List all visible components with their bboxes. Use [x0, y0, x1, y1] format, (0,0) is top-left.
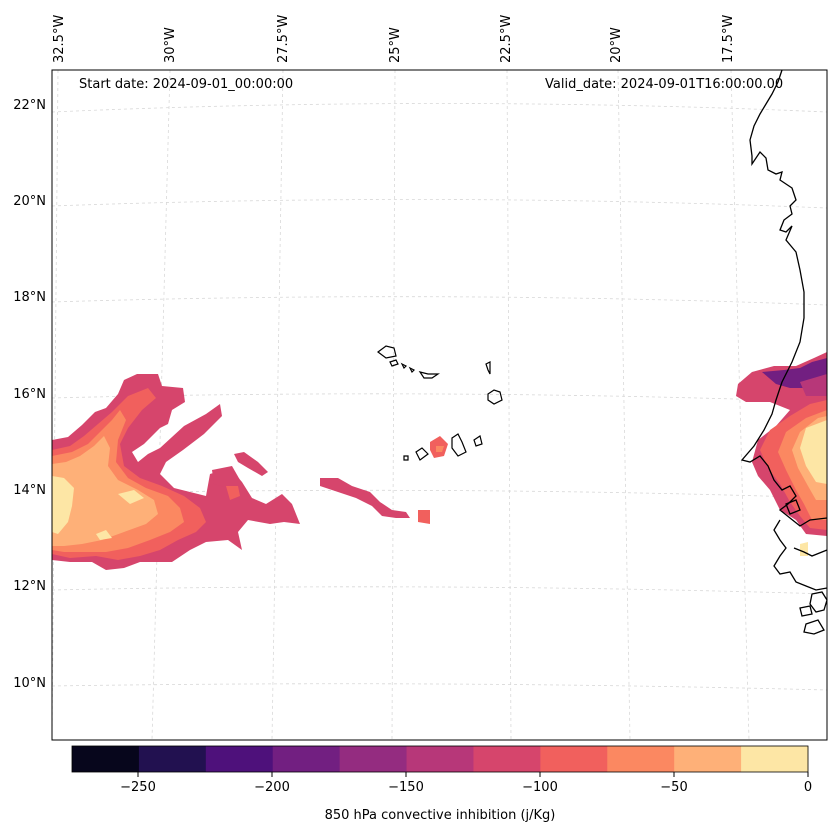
colorbar-segment [72, 746, 140, 772]
colorbar-segment [138, 746, 207, 772]
lat-label-12n: 12°N [13, 579, 46, 594]
lon-label-25w: 25°W [388, 27, 403, 63]
colorbar-segment [205, 746, 274, 772]
lon-label-20w: 20°W [609, 27, 624, 63]
lon-label-17-5w: 17.5°W [721, 14, 736, 63]
lat-label-20n: 20°N [13, 194, 46, 209]
colorbar-segment [339, 746, 408, 772]
lat-label-16n: 16°N [13, 387, 46, 402]
colorbar-tick-neg150: −150 [388, 780, 424, 795]
map-frame [51, 69, 828, 741]
colorbar-segment [674, 746, 742, 772]
colorbar-segment [607, 746, 675, 772]
cin-region-coast [736, 352, 827, 556]
lat-label-18n: 18°N [13, 290, 46, 305]
colorbar-segment [406, 746, 474, 772]
lon-label-22-5w: 22.5°W [499, 14, 514, 63]
colorbar-tick-neg50: −50 [660, 780, 688, 795]
lat-label-22n: 22°N [13, 98, 46, 113]
colorbar-segment [540, 746, 608, 772]
coastline [740, 69, 828, 635]
colorbar-segment [473, 746, 541, 772]
colorbar-tick-neg250: −250 [120, 780, 156, 795]
colorbar-tick-0: 0 [803, 780, 813, 795]
start-date-label: Start date: 2024-09-01_00:00:00 [79, 77, 294, 92]
cape-verde-islands [377, 345, 503, 461]
lon-label-30w: 30°W [163, 27, 178, 63]
colorbar-tick-neg200: −200 [254, 780, 290, 795]
colorbar-segment [741, 746, 809, 772]
valid-date-label: Valid_date: 2024-09-01T16:00:00.00 [545, 77, 784, 92]
lon-label-27-5w: 27.5°W [276, 14, 291, 63]
colorbar-tick-neg100: −100 [522, 780, 558, 795]
lon-label-32-5w: 32.5°W [52, 14, 67, 63]
lat-label-14n: 14°N [13, 483, 46, 498]
colorbar [71, 745, 809, 777]
lat-label-10n: 10°N [13, 676, 46, 691]
colorbar-label: 850 hPa convective inhibition (j/Kg) [324, 808, 556, 823]
colorbar-segment [272, 746, 341, 772]
cin-plume-west [52, 374, 448, 570]
